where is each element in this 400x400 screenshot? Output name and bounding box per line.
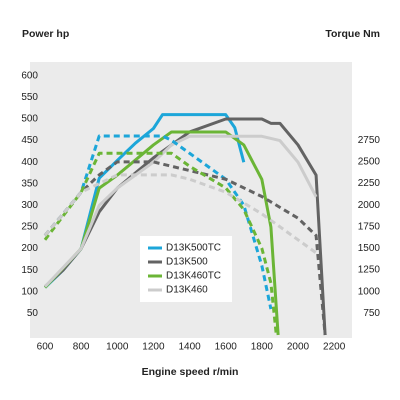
y-tick-label: 550 [21,92,38,103]
torque-line [43,151,278,336]
y-tick-label: 100 [21,286,38,297]
y-tick-label: 350 [21,178,38,189]
y-tick-label: 500 [21,114,38,125]
y-tick-label: 200 [21,243,38,254]
y2-tick-label: 1250 [358,265,381,276]
power-line [43,134,318,288]
x-tick-label: 2000 [287,342,310,353]
y2-tick-label: 750 [363,308,380,319]
y-tick-label: 150 [21,265,38,276]
legend-label: D13K500TC [166,243,221,254]
x-tick-label: 600 [37,342,54,353]
y2-tick-label: 1500 [358,243,381,254]
y2-tick-label: 2750 [358,135,381,146]
x-tick-label: 1400 [178,342,201,353]
y-axis-label: Power hp [22,28,69,40]
x-tick-label: 800 [73,342,90,353]
y-tick-label: 450 [21,135,38,146]
torque-line [43,173,317,255]
x-tick-label: 2200 [323,342,346,353]
y2-axis-label: Torque Nm [325,28,380,40]
x-tick-label: 1200 [142,342,165,353]
torque-line [43,160,327,336]
legend-label: D13K460 [166,285,208,296]
y-tick-label: 600 [21,70,38,81]
y-tick-label: 50 [27,308,39,319]
x-tick-label: 1800 [251,342,274,353]
power-line [43,130,280,336]
x-axis-label: Engine speed r/min [142,366,239,378]
y2-tick-label: 1750 [358,221,381,232]
y2-tick-label: 1000 [358,286,381,297]
y-tick-label: 250 [21,222,38,233]
y2-tick-label: 2500 [358,157,381,168]
legend-label: D13K460TC [166,271,221,282]
x-tick-label: 1600 [215,342,238,353]
legend-label: D13K500 [166,257,208,268]
y-tick-label: 400 [21,157,38,168]
y-tick-label: 300 [21,200,38,211]
y2-tick-label: 2000 [358,200,381,211]
y2-tick-label: 2250 [358,178,381,189]
x-tick-label: 1000 [106,342,129,353]
